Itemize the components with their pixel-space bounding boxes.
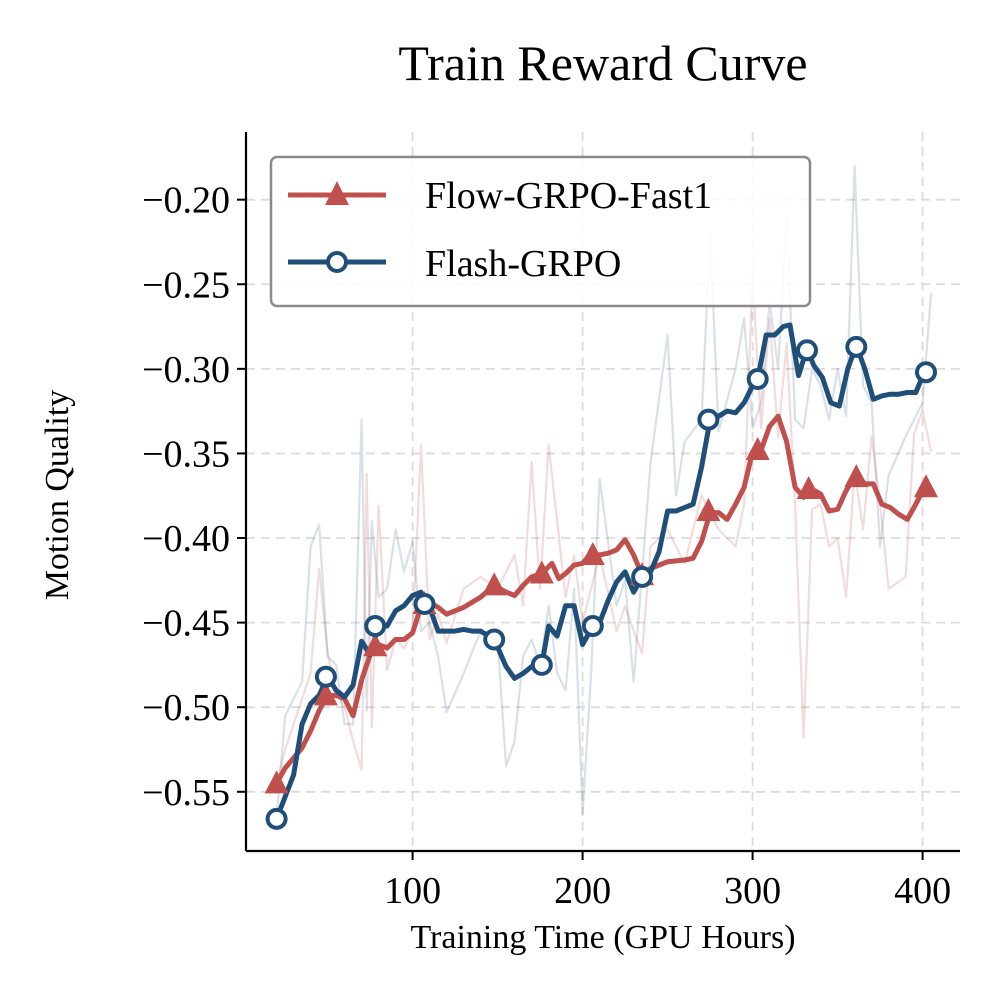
marker-circle-flash-grpo: [483, 628, 506, 651]
x-tick-label: 300: [724, 870, 781, 912]
x-axis-label: Training Time (GPU Hours): [410, 919, 795, 956]
y-tick-label: −0.30: [142, 349, 230, 391]
legend-label-flash-grpo: Flash-GRPO: [425, 243, 621, 285]
marker-circle-flash-grpo: [581, 614, 604, 637]
marker-circle-flash-grpo: [265, 807, 288, 830]
x-tick-label: 400: [894, 870, 951, 912]
marker-circle-flash-grpo: [915, 361, 937, 384]
legend-label-flow-grpo-fast1: Flow-GRPO-Fast1: [425, 175, 712, 217]
marker-triangle-flow-grpo-fast1: [796, 475, 821, 499]
legend-marker-circle: [326, 251, 348, 273]
y-tick-label: −0.25: [142, 264, 230, 306]
marker-triangle-flow-grpo-fast1: [363, 633, 388, 657]
marker-triangle-flow-grpo-fast1: [313, 682, 338, 706]
tick-labels: 100 200 300 400 −0.55 −0.50 −0.45 −0.40 −0.35 −0.…: [142, 180, 951, 912]
raw-line-flow-grpo-fast1: [275, 274, 933, 784]
marker-triangle-flow-grpo-fast1: [844, 464, 869, 488]
axes: [237, 132, 960, 860]
smoothed-line-flow-grpo-fast1: [274, 413, 927, 786]
y-tick-label: −0.45: [142, 603, 230, 645]
marker-triangle-flow-grpo-fast1: [914, 474, 938, 498]
marker-circle-flash-grpo: [796, 339, 818, 362]
marker-circle-flash-grpo: [413, 593, 436, 616]
series-markers: [264, 335, 938, 830]
y-tick-label: −0.20: [142, 180, 230, 222]
y-tick-label: −0.50: [142, 687, 230, 729]
marker-triangle-flow-grpo-fast1: [745, 437, 770, 461]
y-tick-label: −0.55: [142, 772, 230, 814]
marker-circle-flash-grpo: [697, 408, 720, 431]
marker-triangle-flow-grpo-fast1: [696, 497, 721, 521]
marker-triangle-flow-grpo-fast1: [482, 572, 507, 596]
marker-circle-flash-grpo: [314, 665, 337, 688]
legend: Flow-GRPO-Fast1 Flash-GRPO: [269, 155, 812, 308]
x-tick-label: 200: [554, 870, 611, 912]
marker-triangle-flow-grpo-fast1: [529, 560, 554, 584]
smoothed-series-lines: [274, 322, 927, 822]
marker-circle-flash-grpo: [530, 653, 553, 676]
y-tick-label: −0.40: [142, 518, 230, 560]
y-tick-label: −0.35: [142, 433, 230, 475]
marker-triangle-flow-grpo-fast1: [580, 541, 605, 565]
smoothed-line-flash-grpo: [274, 322, 927, 822]
marker-triangle-flow-grpo-fast1: [264, 770, 289, 794]
marker-circle-flash-grpo: [631, 565, 654, 588]
marker-circle-flash-grpo: [845, 335, 868, 358]
legend-box: [269, 155, 812, 308]
marker-circle-flash-grpo: [746, 367, 769, 390]
marker-circle-flash-grpo: [364, 614, 387, 637]
x-tick-label: 100: [384, 870, 441, 912]
y-axis-label: Motion Quality: [39, 390, 76, 601]
raw-line-flash-grpo: [275, 164, 933, 818]
chart-title: Train Reward Curve: [398, 35, 807, 91]
raw-series-lines: [275, 164, 933, 818]
legend-marker-triangle: [325, 181, 349, 205]
